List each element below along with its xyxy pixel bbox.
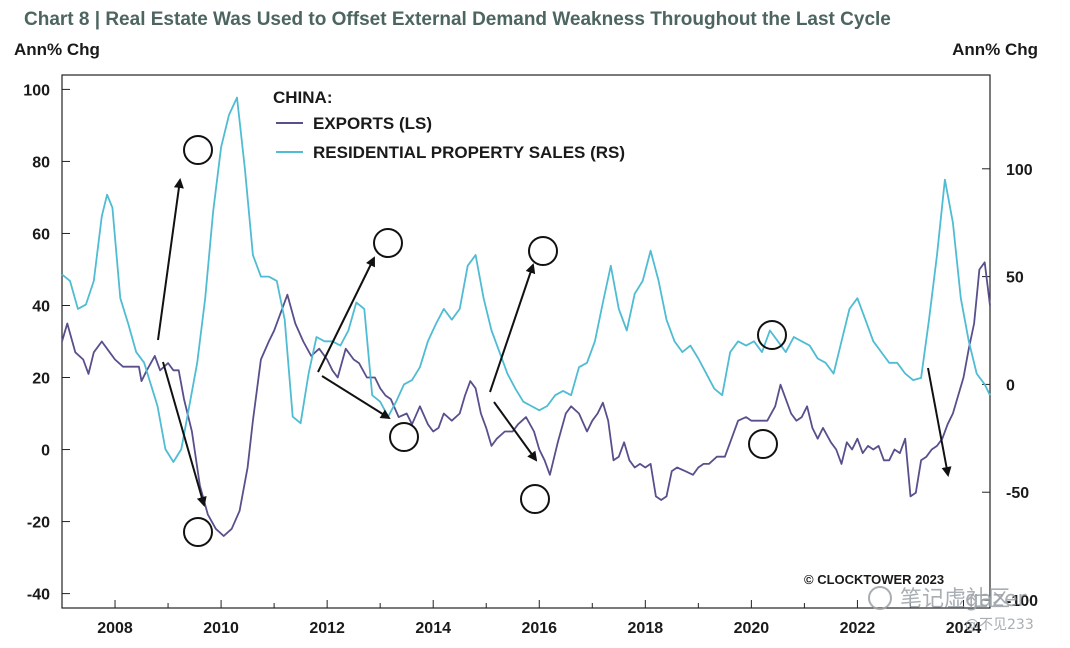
circle-trough-2013 xyxy=(389,422,419,452)
circle-trough-2016 xyxy=(520,484,550,514)
watermark-icon xyxy=(868,586,892,610)
arrow-up-2009 xyxy=(157,178,184,341)
left-axis-unit: Ann% Chg xyxy=(14,40,100,59)
x-tick-label: 2022 xyxy=(840,620,876,637)
arrow-up-2015 xyxy=(489,263,536,393)
legend: CHINA: EXPORTS (LS) RESIDENTIAL PROPERTY… xyxy=(273,88,625,162)
chart-title: Chart 8 | Real Estate Was Used to Offset… xyxy=(24,9,891,30)
watermark-overlay: gazer xyxy=(965,587,1028,612)
arrow-down-2015 xyxy=(493,401,538,462)
circle-peak-2020 xyxy=(757,320,787,350)
x-tick-label: 2012 xyxy=(309,620,345,637)
watermark: 笔记虚社区 gazer @不见233 xyxy=(868,586,1034,633)
circle-peak-2009 xyxy=(183,135,213,165)
credit-text: © CLOCKTOWER 2023 xyxy=(804,572,944,587)
legend-label-exports: EXPORTS (LS) xyxy=(313,114,432,133)
left-tick-label: 80 xyxy=(32,154,50,171)
left-tick-label: -40 xyxy=(27,587,50,604)
left-tick-label: 40 xyxy=(32,298,50,315)
arrow-down-2023 xyxy=(927,367,952,477)
x-tick-label: 2008 xyxy=(97,620,133,637)
right-tick-label: 50 xyxy=(1006,270,1024,287)
arrow-up-2012 xyxy=(317,256,375,373)
circle-peak-2013 xyxy=(373,228,403,258)
arrow-down-2012 xyxy=(321,375,391,420)
circle-peak-2016 xyxy=(528,236,558,266)
legend-label-property-sales: RESIDENTIAL PROPERTY SALES (RS) xyxy=(313,143,625,162)
x-tick-label: 2016 xyxy=(521,620,557,637)
series-property-sales-line xyxy=(61,96,991,463)
x-tick-label: 2024 xyxy=(946,620,982,637)
watermark-main: 笔记虚社区 xyxy=(900,587,1010,612)
right-tick-label: -100 xyxy=(1006,593,1038,610)
watermark-sub: @不见233 xyxy=(965,617,1034,633)
series-exports-line xyxy=(61,261,991,537)
legend-title: CHINA: xyxy=(273,88,333,107)
circle-trough-2020 xyxy=(748,429,778,459)
x-tick-label: 2020 xyxy=(734,620,770,637)
circle-trough-2009 xyxy=(183,517,213,547)
arrow-down-2009 xyxy=(162,361,207,507)
x-tick-label: 2018 xyxy=(628,620,664,637)
right-axis-unit: Ann% Chg xyxy=(952,40,1038,59)
left-tick-label: 60 xyxy=(32,226,50,243)
x-tick-label: 2014 xyxy=(415,620,451,637)
right-tick-label: 100 xyxy=(1006,162,1033,179)
x-tick-label: 2010 xyxy=(203,620,239,637)
left-tick-label: 0 xyxy=(41,443,50,460)
annotation-layer xyxy=(157,135,952,547)
left-tick-label: 100 xyxy=(23,82,50,99)
right-tick-label: -50 xyxy=(1006,485,1029,502)
left-tick-label: 20 xyxy=(32,371,50,388)
left-tick-label: -20 xyxy=(27,515,50,532)
right-tick-label: 0 xyxy=(1006,377,1015,394)
